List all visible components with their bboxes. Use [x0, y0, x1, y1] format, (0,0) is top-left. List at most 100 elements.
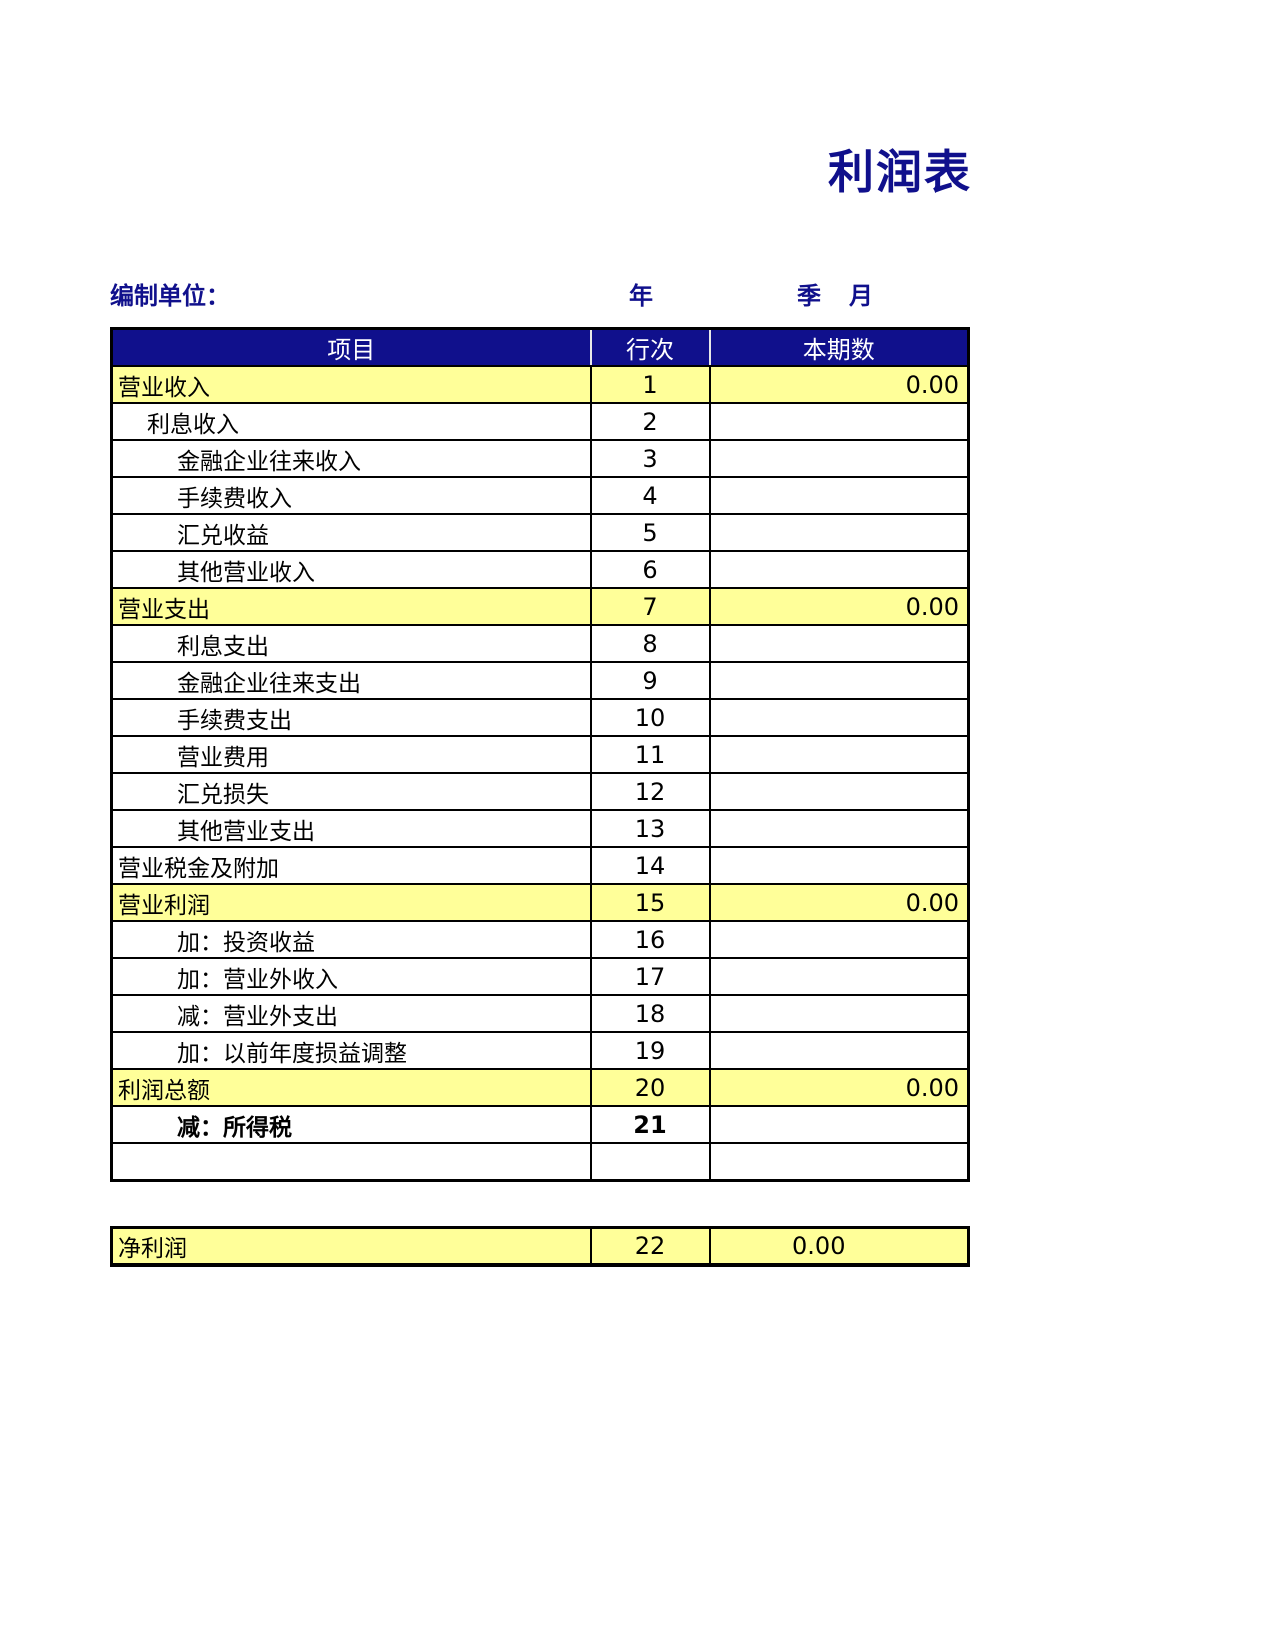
prepared-by-label: 编制单位：	[110, 282, 230, 310]
col-header-item: 项目	[111, 328, 591, 367]
line-no-cell: 6	[589, 550, 711, 589]
item-cell: 汇兑收益	[110, 513, 592, 552]
amount-cell	[708, 439, 970, 478]
line-no-cell: 8	[589, 624, 711, 663]
table-row: 减：所得税 21	[110, 1105, 970, 1144]
amount-cell	[708, 476, 970, 515]
amount-cell	[708, 735, 970, 774]
table-row: 利润总额 20 0.00	[110, 1068, 970, 1107]
profit-table: 项目 行次 本期数 营业收入 1 0.00 利息收入 2 金融企业往来收入 3 手续费收入 4 汇…	[110, 327, 970, 1182]
item-cell: 利息支出	[110, 624, 592, 663]
line-no-cell: 4	[589, 476, 711, 515]
amount-cell	[708, 846, 970, 885]
line-no-cell: 10	[589, 698, 711, 737]
item-cell: 营业利润	[110, 883, 592, 922]
amount-cell: 0.00	[708, 1068, 970, 1107]
table-header-row: 项目 行次 本期数	[111, 328, 969, 367]
item-cell: 其他营业收入	[110, 550, 592, 589]
table-row: 手续费支出 10	[110, 698, 970, 737]
line-no-cell: 11	[589, 735, 711, 774]
item-cell: 手续费支出	[110, 698, 592, 737]
col-header-line-no: 行次	[589, 328, 710, 367]
item-cell: 利息收入	[110, 402, 592, 441]
table-row: 其他营业收入 6	[110, 550, 970, 589]
item-cell: 加：营业外收入	[110, 957, 592, 996]
net-profit-table: 净利润 22 0.00	[110, 1226, 970, 1267]
amount-cell	[708, 1105, 970, 1144]
year-label: 年	[629, 282, 653, 310]
table-row: 净利润 22 0.00	[110, 1226, 970, 1266]
table-row	[110, 1142, 970, 1182]
item-cell: 营业收入	[110, 365, 592, 404]
table-row: 营业税金及附加 14	[110, 846, 970, 885]
line-no-cell: 20	[589, 1068, 711, 1107]
line-no-cell: 14	[589, 846, 711, 885]
page-title: 利润表	[828, 145, 972, 199]
table-row: 利息支出 8	[110, 624, 970, 663]
item-cell: 营业税金及附加	[110, 846, 592, 885]
amount-cell	[708, 920, 970, 959]
item-cell: 营业费用	[110, 735, 592, 774]
item-cell: 减：所得税	[110, 1105, 592, 1144]
amount-cell	[708, 550, 970, 589]
amount-cell	[708, 513, 970, 552]
amount-cell: 0.00	[708, 1226, 970, 1266]
item-cell: 加：投资收益	[110, 920, 592, 959]
item-cell: 汇兑损失	[110, 772, 592, 811]
line-no-cell: 21	[589, 1105, 711, 1144]
amount-cell	[708, 624, 970, 663]
table-row: 加：营业外收入 17	[110, 957, 970, 996]
amount-cell: 0.00	[708, 587, 970, 626]
line-no-cell: 19	[589, 1031, 711, 1070]
table-row: 营业费用 11	[110, 735, 970, 774]
table-row: 汇兑收益 5	[110, 513, 970, 552]
line-no-cell: 18	[589, 994, 711, 1033]
table-row: 营业支出 7 0.00	[110, 587, 970, 626]
amount-cell	[708, 809, 970, 848]
line-no-cell: 22	[589, 1226, 711, 1266]
month-label: 月	[849, 282, 873, 310]
amount-cell	[708, 402, 970, 441]
line-no-cell: 15	[589, 883, 711, 922]
line-no-cell: 13	[589, 809, 711, 848]
table-row: 营业收入 1 0.00	[110, 365, 970, 404]
meta-row: 编制单位： 年 季 月	[0, 276, 1275, 310]
amount-cell	[708, 994, 970, 1033]
line-no-cell: 1	[589, 365, 711, 404]
amount-cell: 0.00	[708, 883, 970, 922]
item-cell: 金融企业往来收入	[110, 439, 592, 478]
item-cell: 金融企业往来支出	[110, 661, 592, 700]
table-row: 减：营业外支出 18	[110, 994, 970, 1033]
line-no-cell: 9	[589, 661, 711, 700]
line-no-cell: 17	[589, 957, 711, 996]
amount-cell	[708, 1142, 970, 1182]
item-cell: 净利润	[110, 1226, 592, 1266]
item-cell: 其他营业支出	[110, 809, 592, 848]
amount-cell	[708, 1031, 970, 1070]
item-cell: 减：营业外支出	[110, 994, 592, 1033]
item-cell: 手续费收入	[110, 476, 592, 515]
table-row: 加：投资收益 16	[110, 920, 970, 959]
table-row: 汇兑损失 12	[110, 772, 970, 811]
line-no-cell: 7	[589, 587, 711, 626]
item-cell	[110, 1142, 592, 1182]
quarter-label: 季	[797, 282, 821, 310]
table-row: 其他营业支出 13	[110, 809, 970, 848]
amount-cell	[708, 957, 970, 996]
line-no-cell: 12	[589, 772, 711, 811]
line-no-cell: 3	[589, 439, 711, 478]
table-row: 手续费收入 4	[110, 476, 970, 515]
table-row: 加：以前年度损益调整 19	[110, 1031, 970, 1070]
amount-cell	[708, 661, 970, 700]
line-no-cell	[589, 1142, 711, 1182]
line-no-cell: 16	[589, 920, 711, 959]
line-no-cell: 5	[589, 513, 711, 552]
col-header-current-period: 本期数	[708, 328, 969, 367]
amount-cell	[708, 772, 970, 811]
table-row: 金融企业往来支出 9	[110, 661, 970, 700]
amount-cell: 0.00	[708, 365, 970, 404]
table-row: 利息收入 2	[110, 402, 970, 441]
item-cell: 利润总额	[110, 1068, 592, 1107]
table-row: 营业利润 15 0.00	[110, 883, 970, 922]
